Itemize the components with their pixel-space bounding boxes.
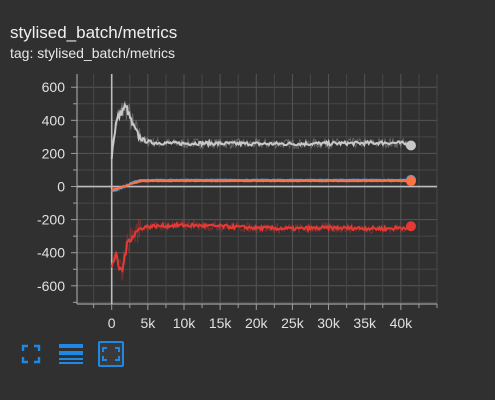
x-tick-label: 25k	[281, 315, 305, 331]
y-tick-label: -600	[37, 278, 65, 294]
y-tick-label: -400	[37, 245, 65, 261]
chart-tick-labels: 0 5k 10k 15k 20k 25k 30k 35k 40k -600 -400 -200 0 200…	[37, 79, 413, 331]
series-end-marker-0	[405, 140, 416, 151]
fullscreen-button[interactable]	[18, 341, 44, 367]
y-tick-label: 200	[42, 145, 66, 161]
line-chart[interactable]: 0 5k 10k 15k 20k 25k 30k 35k 40k -600 -400 -200 0 200…	[0, 70, 495, 340]
x-tick-label: 40k	[390, 315, 414, 331]
x-tick-label: 20k	[245, 315, 269, 331]
fullscreen-icon	[21, 344, 41, 364]
series-raw-line-0	[111, 100, 412, 170]
x-tick-label: 30k	[317, 315, 341, 331]
y-tick-label: 0	[57, 179, 65, 195]
chart-toolbar	[18, 341, 124, 367]
x-tick-label: 35k	[353, 315, 377, 331]
y-tick-label: 400	[42, 112, 66, 128]
series-end-marker-3	[405, 221, 416, 232]
x-tick-label: 0	[108, 315, 116, 331]
chart-series	[110, 100, 416, 281]
card-title: stylised_batch/metrics	[10, 23, 178, 42]
y-tick-label: -200	[37, 212, 65, 228]
series-end-marker-2	[405, 176, 416, 187]
card-tag: tag: stylised_batch/metrics	[10, 45, 175, 61]
series-line-2	[111, 179, 412, 192]
series-line-0	[110, 102, 412, 159]
series-line-3	[110, 220, 412, 274]
x-tick-label: 15k	[209, 315, 233, 331]
card-header: stylised_batch/metrics tag: stylised_bat…	[10, 22, 177, 62]
toggle-log-scale-icon	[59, 344, 83, 364]
x-tick-label: 10k	[173, 315, 197, 331]
y-tick-label: 600	[42, 79, 66, 95]
fit-domain-icon	[102, 347, 120, 361]
fit-domain-button[interactable]	[98, 341, 124, 367]
x-tick-label: 5k	[140, 315, 156, 331]
toggle-log-scale-button[interactable]	[58, 341, 84, 367]
chart-grid	[77, 74, 438, 304]
